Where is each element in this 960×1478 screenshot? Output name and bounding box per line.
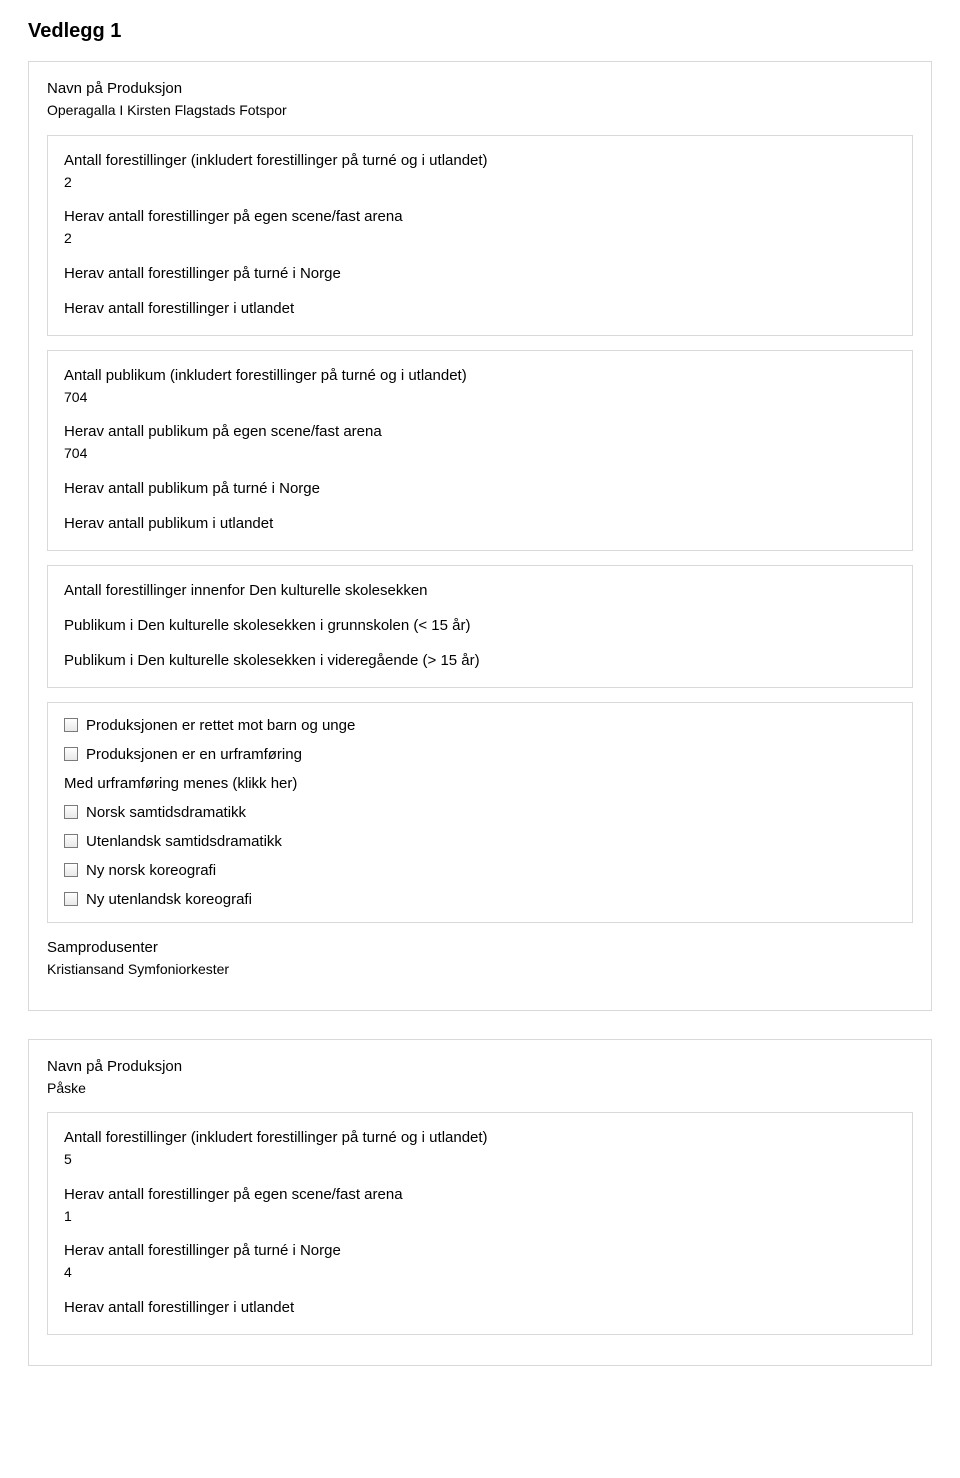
checkbox-ny-utenlandsk-koreografi-label: Ny utenlandsk koreografi [86,891,252,908]
skolesekken-innenfor-label: Antall forestillinger innenfor Den kultu… [64,580,896,601]
samprodusenter-value: Kristiansand Symfoniorkester [47,960,913,980]
urframforing-hint[interactable]: Med urframføring menes (klikk her) [64,775,896,792]
skolesekken-videregaende-label: Publikum i Den kulturelle skolesekken i … [64,650,896,671]
forestillinger-card: Antall forestillinger (inkludert foresti… [47,135,913,336]
publikum-utlandet-label: Herav antall publikum i utlandet [64,513,896,534]
page-title: Vedlegg 1 [28,20,932,43]
skolesekken-grunnskolen-label: Publikum i Den kulturelle skolesekken i … [64,615,896,636]
forestillinger-total-value: 5 [64,1150,896,1170]
checkbox-ny-norsk-koreografi[interactable] [64,863,78,877]
publikum-total-label: Antall publikum (inkludert forestillinge… [64,365,896,386]
production-name: Navn på Produksjon Påske [47,1056,913,1099]
checkbox-barn-unge[interactable] [64,718,78,732]
forestillinger-egen-scene-label: Herav antall forestillinger på egen scen… [64,1184,896,1205]
publikum-card: Antall publikum (inkludert forestillinge… [47,350,913,551]
forestillinger-turne-norge-label: Herav antall forestillinger på turné i N… [64,263,896,284]
checkbox-ny-utenlandsk-koreografi[interactable] [64,892,78,906]
samprodusenter-label: Samprodusenter [47,937,913,958]
forestillinger-utlandet-label: Herav antall forestillinger i utlandet [64,298,896,319]
checkbox-norsk-samtid-label: Norsk samtidsdramatikk [86,804,246,821]
checkbox-urframforing-label: Produksjonen er en urframføring [86,746,302,763]
forestillinger-egen-scene-label: Herav antall forestillinger på egen scen… [64,206,896,227]
publikum-turne-norge-label: Herav antall publikum på turné i Norge [64,478,896,499]
production-name-label: Navn på Produksjon [47,78,913,99]
production-name-label: Navn på Produksjon [47,1056,913,1077]
publikum-egen-scene-value: 704 [64,444,896,464]
forestillinger-total-label: Antall forestillinger (inkludert foresti… [64,1127,896,1148]
production-name-value: Operagalla I Kirsten Flagstads Fotspor [47,101,913,121]
forestillinger-egen-scene-value: 1 [64,1207,896,1227]
production-card: Navn på Produksjon Operagalla I Kirsten … [28,61,932,1011]
checkbox-ny-norsk-koreografi-label: Ny norsk koreografi [86,862,216,879]
production-name: Navn på Produksjon Operagalla I Kirsten … [47,78,913,121]
forestillinger-turne-norge-value: 4 [64,1263,896,1283]
samprodusenter: Samprodusenter Kristiansand Symfoniorkes… [47,937,913,980]
forestillinger-turne-norge-label: Herav antall forestillinger på turné i N… [64,1240,896,1261]
production-name-value: Påske [47,1079,913,1099]
production-card: Navn på Produksjon Påske Antall forestil… [28,1039,932,1366]
forestillinger-total-value: 2 [64,173,896,193]
publikum-egen-scene-label: Herav antall publikum på egen scene/fast… [64,421,896,442]
forestillinger-card: Antall forestillinger (inkludert foresti… [47,1112,913,1335]
checkbox-urframforing[interactable] [64,747,78,761]
checkbox-utenlandsk-samtid-label: Utenlandsk samtidsdramatikk [86,833,282,850]
checkbox-barn-unge-label: Produksjonen er rettet mot barn og unge [86,717,355,734]
forestillinger-utlandet-label: Herav antall forestillinger i utlandet [64,1297,896,1318]
skolesekken-card: Antall forestillinger innenfor Den kultu… [47,565,913,688]
checkbox-utenlandsk-samtid[interactable] [64,834,78,848]
forestillinger-egen-scene-value: 2 [64,229,896,249]
publikum-total-value: 704 [64,388,896,408]
checkbox-norsk-samtid[interactable] [64,805,78,819]
checks-card: Produksjonen er rettet mot barn og unge … [47,702,913,923]
forestillinger-total-label: Antall forestillinger (inkludert foresti… [64,150,896,171]
